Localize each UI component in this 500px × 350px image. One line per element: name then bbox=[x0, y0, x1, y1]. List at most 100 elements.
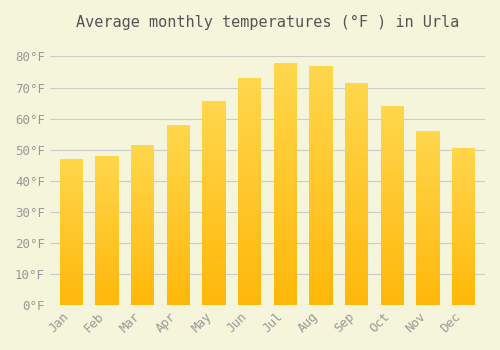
Bar bbox=[310, 281, 332, 285]
Bar bbox=[96, 298, 118, 300]
Bar bbox=[166, 284, 190, 287]
Bar bbox=[166, 143, 190, 146]
Bar bbox=[380, 262, 404, 265]
Bar bbox=[131, 289, 154, 292]
Bar bbox=[310, 257, 332, 261]
Bar bbox=[345, 261, 368, 264]
Bar bbox=[96, 223, 118, 225]
Bar bbox=[202, 108, 226, 112]
Bar bbox=[274, 103, 297, 107]
Bar bbox=[416, 279, 440, 282]
Bar bbox=[96, 183, 118, 186]
Bar bbox=[274, 216, 297, 220]
Bar bbox=[310, 138, 332, 141]
Bar bbox=[131, 180, 154, 182]
Bar bbox=[202, 152, 226, 156]
Bar bbox=[380, 209, 404, 212]
Bar bbox=[274, 285, 297, 289]
Bar bbox=[131, 153, 154, 156]
Bar bbox=[60, 171, 83, 174]
Bar bbox=[345, 301, 368, 305]
Bar bbox=[380, 153, 404, 156]
Bar bbox=[96, 290, 118, 293]
Bar bbox=[238, 286, 261, 290]
Bar bbox=[416, 259, 440, 261]
Bar bbox=[131, 238, 154, 241]
Bar bbox=[416, 137, 440, 140]
Bar bbox=[238, 226, 261, 229]
Bar bbox=[345, 212, 368, 216]
Bar bbox=[310, 277, 332, 281]
Bar bbox=[380, 133, 404, 136]
Bar bbox=[345, 142, 368, 146]
Bar bbox=[274, 139, 297, 144]
Bar bbox=[166, 242, 190, 245]
Bar bbox=[380, 265, 404, 268]
Bar bbox=[310, 297, 332, 301]
Bar bbox=[96, 245, 118, 248]
Bar bbox=[96, 178, 118, 181]
Bar bbox=[345, 264, 368, 268]
Bar bbox=[166, 161, 190, 164]
Bar bbox=[274, 277, 297, 281]
Bar bbox=[380, 142, 404, 146]
Bar bbox=[345, 124, 368, 127]
Bar bbox=[416, 282, 440, 285]
Bar bbox=[131, 193, 154, 196]
Bar bbox=[202, 176, 226, 180]
Bar bbox=[345, 131, 368, 135]
Bar bbox=[416, 183, 440, 186]
Bar bbox=[202, 268, 226, 271]
Bar bbox=[166, 203, 190, 206]
Bar bbox=[238, 282, 261, 286]
Bar bbox=[310, 161, 332, 166]
Bar bbox=[310, 177, 332, 181]
Bar bbox=[452, 216, 475, 219]
Bar bbox=[202, 227, 226, 230]
Bar bbox=[274, 257, 297, 261]
Bar bbox=[416, 157, 440, 160]
Bar bbox=[452, 281, 475, 284]
Bar bbox=[452, 201, 475, 203]
Bar bbox=[166, 230, 190, 233]
Bar bbox=[238, 294, 261, 298]
Bar bbox=[96, 280, 118, 283]
Bar bbox=[274, 248, 297, 252]
Bar bbox=[310, 233, 332, 237]
Bar bbox=[380, 162, 404, 166]
Bar bbox=[345, 146, 368, 149]
Bar bbox=[166, 269, 190, 272]
Bar bbox=[238, 120, 261, 124]
Bar bbox=[131, 198, 154, 201]
Bar bbox=[416, 192, 440, 195]
Bar bbox=[131, 246, 154, 249]
Bar bbox=[345, 272, 368, 275]
Bar bbox=[96, 191, 118, 193]
Bar bbox=[452, 180, 475, 182]
Bar bbox=[380, 182, 404, 186]
Bar bbox=[60, 220, 83, 222]
Bar bbox=[345, 105, 368, 109]
Bar bbox=[345, 172, 368, 175]
Bar bbox=[202, 281, 226, 285]
Bar bbox=[238, 146, 261, 150]
Bar bbox=[238, 233, 261, 237]
Bar bbox=[202, 105, 226, 108]
Bar bbox=[60, 290, 83, 293]
Bar bbox=[96, 273, 118, 275]
Bar bbox=[310, 241, 332, 245]
Bar bbox=[96, 248, 118, 250]
Bar bbox=[96, 228, 118, 230]
Bar bbox=[310, 149, 332, 154]
Bar bbox=[345, 157, 368, 161]
Bar bbox=[310, 66, 332, 70]
Bar bbox=[416, 296, 440, 299]
Bar bbox=[60, 203, 83, 205]
Bar bbox=[416, 238, 440, 241]
Bar bbox=[238, 199, 261, 203]
Bar bbox=[345, 205, 368, 209]
Bar bbox=[202, 254, 226, 258]
Bar bbox=[310, 301, 332, 305]
Bar bbox=[452, 263, 475, 266]
Bar bbox=[238, 101, 261, 105]
